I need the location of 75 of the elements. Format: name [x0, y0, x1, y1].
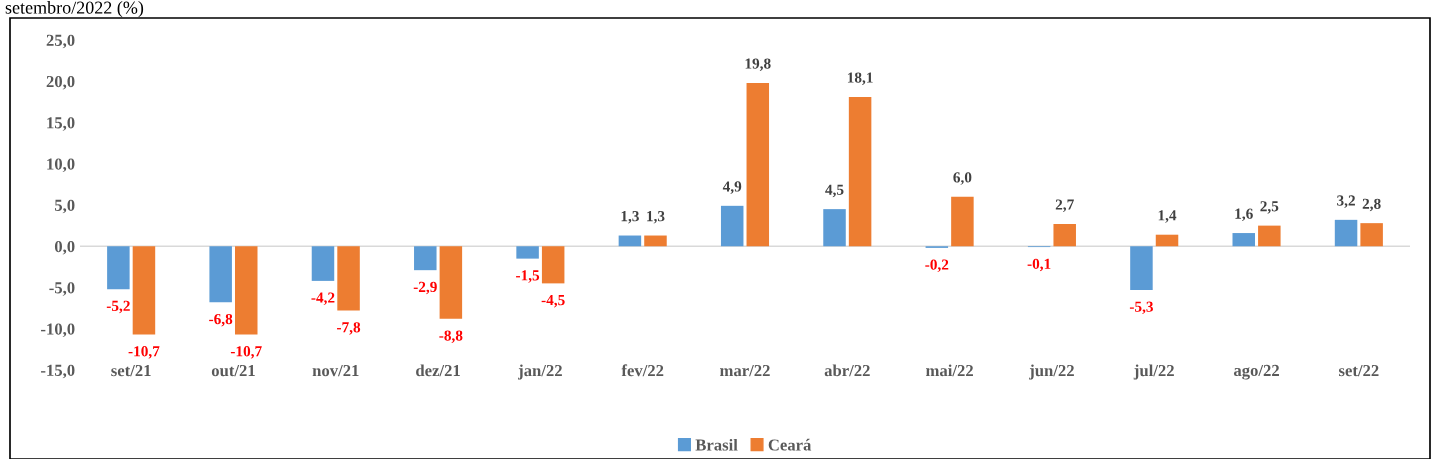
y-tick-label: 20,0	[46, 75, 75, 90]
legend-label: Ceará	[768, 438, 812, 451]
bar	[1232, 233, 1255, 247]
x-tick-label: set/22	[1338, 364, 1379, 377]
x-tick-label: nov/21	[312, 364, 359, 377]
data-label: -5,3	[1129, 301, 1154, 315]
bar	[1053, 223, 1076, 247]
y-tick-label: -5,0	[49, 282, 75, 296]
x-tick-label: abr/22	[824, 364, 870, 377]
bar	[618, 235, 642, 247]
legend-label: Brasil	[695, 438, 738, 451]
bar	[848, 96, 872, 247]
y-tick-label: -10,0	[41, 323, 75, 338]
y-tick-label: 10,0	[47, 158, 75, 173]
bar	[1258, 225, 1281, 247]
data-label: -4,2	[311, 292, 335, 305]
y-tick-label: 25,0	[46, 34, 75, 49]
bar	[337, 246, 360, 311]
bar	[1360, 223, 1383, 247]
data-label: 1,4	[1158, 210, 1177, 223]
data-label: -5,2	[106, 300, 130, 314]
bar	[516, 246, 539, 259]
data-label: -10,7	[230, 346, 262, 359]
x-tick-label: set/21	[111, 364, 151, 377]
data-label: -0,1	[1027, 258, 1051, 272]
y-tick-label: 5,0	[54, 199, 75, 214]
data-label: -2,9	[413, 281, 437, 295]
data-label: 1,6	[1235, 208, 1253, 222]
bar	[823, 209, 846, 247]
x-tick-label: mar/22	[719, 364, 770, 377]
x-tick-label: jun/22	[1029, 364, 1074, 380]
bar	[541, 246, 565, 284]
x-tick-label: dez/21	[416, 364, 460, 377]
bar	[951, 196, 974, 247]
y-tick-label: 15,0	[47, 117, 75, 131]
data-label: -1,5	[516, 270, 540, 283]
y-tick-label: 0,0	[54, 240, 75, 255]
bar	[746, 82, 770, 247]
bar	[1155, 234, 1179, 247]
bar	[311, 246, 335, 281]
data-label: -8,8	[439, 330, 463, 343]
data-label: -6,8	[209, 313, 233, 327]
data-label: 4,9	[722, 181, 742, 194]
data-label: 2,8	[1362, 198, 1381, 212]
data-label: 18,1	[847, 72, 873, 85]
x-tick-label: ago/22	[1233, 364, 1279, 380]
data-label: 3,2	[1337, 195, 1355, 208]
data-label: 6,0	[953, 172, 972, 185]
x-tick-label: jan/22	[518, 364, 562, 380]
bar	[107, 246, 130, 290]
chart-title: setembro/2022 (%)	[5, 1, 144, 18]
bar	[414, 246, 437, 271]
bar	[132, 246, 156, 335]
bar	[644, 235, 667, 247]
data-label: -7,8	[337, 322, 361, 335]
x-tick-label: mai/22	[925, 364, 973, 377]
data-label: 4,5	[825, 184, 844, 198]
data-label: -4,5	[541, 295, 565, 308]
x-tick-label: out/21	[211, 364, 255, 377]
x-tick-label: jul/22	[1133, 364, 1174, 380]
data-label: -0,2	[925, 259, 949, 272]
data-label: 1,3	[621, 211, 639, 224]
bar	[720, 205, 744, 247]
bar	[439, 246, 463, 319]
bar	[1130, 246, 1153, 290]
data-label: 1,3	[647, 211, 665, 224]
bar	[235, 246, 258, 335]
data-label: -10,7	[128, 346, 160, 359]
data-label: 19,8	[745, 58, 771, 71]
data-label: 2,7	[1055, 199, 1074, 212]
y-tick-label: -15,0	[41, 364, 75, 379]
x-tick-label: fev/22	[621, 364, 664, 377]
bar	[1334, 219, 1358, 247]
bar	[209, 246, 232, 303]
data-label: 2,5	[1260, 201, 1279, 214]
